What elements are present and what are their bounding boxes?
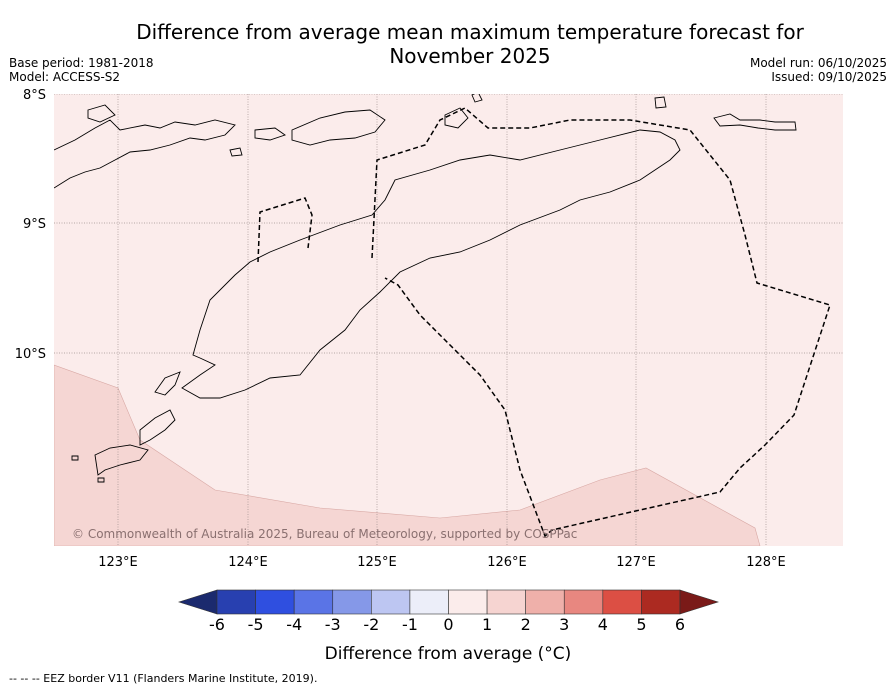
model-name: Model: ACCESS-S2 (9, 70, 121, 84)
colorbar-tick-label: 1 (482, 615, 492, 634)
title-line-1: Difference from average mean maximum tem… (136, 20, 804, 44)
lon-label-123e: 123°E (98, 555, 138, 570)
lon-label-124e: 124°E (228, 555, 268, 570)
colorbar-extend-high (679, 589, 719, 615)
coastlines (54, 94, 797, 483)
colorbar-segment (448, 589, 488, 615)
colorbar-tick-label: -2 (363, 615, 379, 634)
colorbar-segment (255, 589, 295, 615)
issued-date: Issued: 09/10/2025 (771, 70, 887, 84)
colorbar-segment (409, 589, 449, 615)
colorbar-segment (602, 589, 642, 615)
colorbar-tick-label: -5 (248, 615, 264, 634)
colorbar-segment (332, 589, 372, 615)
colorbar: -6 -5 -4 -3 -2 -1 0 1 2 3 4 5 6 (178, 589, 719, 634)
model-run: Model run: 06/10/2025 (749, 56, 887, 70)
latitude-labels: 8°S 9°S 10°S (15, 88, 46, 362)
lon-label-126e: 126°E (487, 555, 527, 570)
longitude-labels: 123°E 124°E 125°E 126°E 127°E 128°E (98, 555, 786, 570)
colorbar-segment (525, 589, 565, 615)
colorbar-segment (641, 589, 681, 615)
meta-left: Base period: 1981-2018 Model: ACCESS-S2 (9, 56, 154, 84)
eez-footnote: -- -- -- EEZ border V11 (Flanders Marine… (9, 672, 318, 685)
map-title: Difference from average mean maximum tem… (120, 20, 820, 68)
colorbar-label: Difference from average (°C) (325, 644, 572, 664)
colorbar-tick-label: -3 (325, 615, 341, 634)
colorbar-tick-label: 3 (559, 615, 569, 634)
copyright-text: © Commonwealth of Australia 2025, Bureau… (72, 527, 577, 541)
colorbar-tick-label: -6 (209, 615, 225, 634)
colorbar-tick-label: -1 (402, 615, 418, 634)
colorbar-segment (293, 589, 334, 615)
colorbar-segment (216, 589, 256, 615)
base-period: Base period: 1981-2018 (9, 56, 154, 70)
lon-label-128e: 128°E (746, 555, 786, 570)
map-area (54, 94, 843, 546)
eez-border-timor-leste (371, 107, 831, 538)
colorbar-segment (563, 589, 604, 615)
lat-label-10s: 10°S (15, 347, 46, 362)
title-line-2: November 2025 (389, 44, 551, 68)
lon-label-127e: 127°E (616, 555, 656, 570)
colorbar-tick-label: 4 (598, 615, 608, 634)
meta-right: Model run: 06/10/2025 Issued: 09/10/2025 (750, 56, 887, 84)
lat-label-8s: 8°S (23, 88, 46, 103)
colorbar-tick-label: 6 (675, 615, 685, 634)
graticule (54, 94, 843, 546)
colorbar-segment (486, 589, 526, 615)
lat-label-9s: 9°S (23, 217, 46, 232)
colorbar-tick-label: 5 (636, 615, 646, 634)
lon-label-125e: 125°E (357, 555, 397, 570)
colorbar-extend-low (178, 589, 218, 615)
colorbar-tick-label: -4 (286, 615, 302, 634)
colorbar-segment (371, 589, 411, 615)
eez-border-oecusse (257, 197, 313, 263)
colorbar-tick-label: 2 (521, 615, 531, 634)
colorbar-tick-label: 0 (443, 615, 453, 634)
